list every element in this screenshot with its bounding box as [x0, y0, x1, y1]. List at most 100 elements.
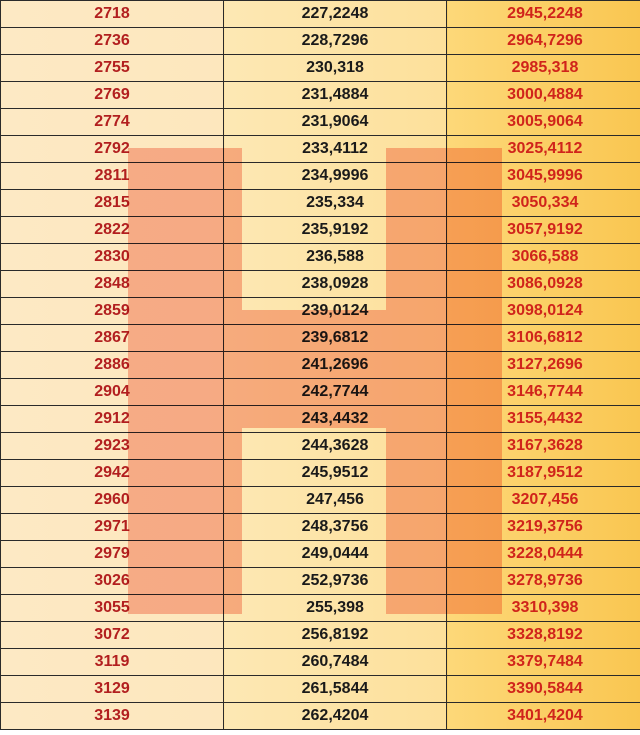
table-row: 2815 235,334 3050,334	[0, 189, 640, 217]
tax-value-cell: 238,0928	[223, 270, 447, 298]
base-value-cell: 3119	[0, 648, 224, 676]
total-value-cell: 3155,4432	[446, 405, 640, 433]
tax-value-cell: 239,0124	[223, 297, 447, 325]
total-value-cell: 2964,7296	[446, 27, 640, 55]
table-row: 3139 262,4204 3401,4204	[0, 702, 640, 730]
total-value-cell: 3066,588	[446, 243, 640, 271]
base-value-cell: 2971	[0, 513, 224, 541]
tax-value-cell: 243,4432	[223, 405, 447, 433]
base-value-cell: 3129	[0, 675, 224, 703]
table-row: 2830 236,588 3066,588	[0, 243, 640, 271]
tax-value-cell: 230,318	[223, 54, 447, 82]
total-value-cell: 3390,5844	[446, 675, 640, 703]
table-row: 2718 227,2248 2945,2248	[0, 0, 640, 28]
base-value-cell: 2923	[0, 432, 224, 460]
total-value-cell: 3278,9736	[446, 567, 640, 595]
base-value-cell: 3072	[0, 621, 224, 649]
tax-value-cell: 236,588	[223, 243, 447, 271]
base-value-cell: 2979	[0, 540, 224, 568]
base-value-cell: 2811	[0, 162, 224, 190]
total-value-cell: 3310,398	[446, 594, 640, 622]
table-row: 2769 231,4884 3000,4884	[0, 81, 640, 109]
table-row: 2774 231,9064 3005,9064	[0, 108, 640, 136]
tax-value-cell: 244,3628	[223, 432, 447, 460]
table-row: 3055 255,398 3310,398	[0, 594, 640, 622]
total-value-cell: 3098,0124	[446, 297, 640, 325]
base-value-cell: 2792	[0, 135, 224, 163]
base-value-cell: 3055	[0, 594, 224, 622]
total-value-cell: 3401,4204	[446, 702, 640, 730]
table-row: 3026 252,9736 3278,9736	[0, 567, 640, 595]
tax-value-cell: 242,7744	[223, 378, 447, 406]
tax-value-cell: 252,9736	[223, 567, 447, 595]
tax-value-cell: 228,7296	[223, 27, 447, 55]
base-value-cell: 2886	[0, 351, 224, 379]
table-row: 2960 247,456 3207,456	[0, 486, 640, 514]
tax-value-cell: 249,0444	[223, 540, 447, 568]
base-value-cell: 2859	[0, 297, 224, 325]
table-row: 2792 233,4112 3025,4112	[0, 135, 640, 163]
table-row: 3129 261,5844 3390,5844	[0, 675, 640, 703]
base-value-cell: 2815	[0, 189, 224, 217]
table-row: 2755 230,318 2985,318	[0, 54, 640, 82]
base-value-cell: 2867	[0, 324, 224, 352]
total-value-cell: 3146,7744	[446, 378, 640, 406]
table-row: 2848 238,0928 3086,0928	[0, 270, 640, 298]
table-row: 2942 245,9512 3187,9512	[0, 459, 640, 487]
table-row: 2811 234,9996 3045,9996	[0, 162, 640, 190]
tax-value-cell: 231,9064	[223, 108, 447, 136]
base-value-cell: 2755	[0, 54, 224, 82]
total-value-cell: 3050,334	[446, 189, 640, 217]
total-value-cell: 3127,2696	[446, 351, 640, 379]
base-value-cell: 2942	[0, 459, 224, 487]
table-row: 2923 244,3628 3167,3628	[0, 432, 640, 460]
tax-value-cell: 255,398	[223, 594, 447, 622]
tax-value-cell: 231,4884	[223, 81, 447, 109]
total-value-cell: 3167,3628	[446, 432, 640, 460]
table-row: 2736 228,7296 2964,7296	[0, 27, 640, 55]
total-value-cell: 3207,456	[446, 486, 640, 514]
tax-value-cell: 241,2696	[223, 351, 447, 379]
tax-value-cell: 261,5844	[223, 675, 447, 703]
tax-value-cell: 247,456	[223, 486, 447, 514]
base-value-cell: 2830	[0, 243, 224, 271]
total-value-cell: 3187,9512	[446, 459, 640, 487]
base-value-cell: 2822	[0, 216, 224, 244]
base-value-cell: 2960	[0, 486, 224, 514]
total-value-cell: 3328,8192	[446, 621, 640, 649]
table-row: 2912 243,4432 3155,4432	[0, 405, 640, 433]
base-value-cell: 2769	[0, 81, 224, 109]
base-value-cell: 2774	[0, 108, 224, 136]
tax-value-cell: 233,4112	[223, 135, 447, 163]
table-row: 2979 249,0444 3228,0444	[0, 540, 640, 568]
table-row: 2886 241,2696 3127,2696	[0, 351, 640, 379]
tax-value-cell: 239,6812	[223, 324, 447, 352]
tax-value-cell: 234,9996	[223, 162, 447, 190]
total-value-cell: 3045,9996	[446, 162, 640, 190]
total-value-cell: 3000,4884	[446, 81, 640, 109]
tax-value-cell: 248,3756	[223, 513, 447, 541]
total-value-cell: 3086,0928	[446, 270, 640, 298]
table-row: 2971 248,3756 3219,3756	[0, 513, 640, 541]
total-value-cell: 3057,9192	[446, 216, 640, 244]
base-value-cell: 2736	[0, 27, 224, 55]
tax-value-cell: 235,9192	[223, 216, 447, 244]
table-row: 2822 235,9192 3057,9192	[0, 216, 640, 244]
total-value-cell: 3379,7484	[446, 648, 640, 676]
total-value-cell: 3025,4112	[446, 135, 640, 163]
base-value-cell: 3026	[0, 567, 224, 595]
tax-value-cell: 256,8192	[223, 621, 447, 649]
total-value-cell: 3219,3756	[446, 513, 640, 541]
table-row: 2904 242,7744 3146,7744	[0, 378, 640, 406]
total-value-cell: 2985,318	[446, 54, 640, 82]
table-row: 2859 239,0124 3098,0124	[0, 297, 640, 325]
base-value-cell: 2848	[0, 270, 224, 298]
table-row: 2867 239,6812 3106,6812	[0, 324, 640, 352]
total-value-cell: 3005,9064	[446, 108, 640, 136]
tax-value-cell: 262,4204	[223, 702, 447, 730]
tax-value-cell: 227,2248	[223, 0, 447, 28]
total-value-cell: 3106,6812	[446, 324, 640, 352]
